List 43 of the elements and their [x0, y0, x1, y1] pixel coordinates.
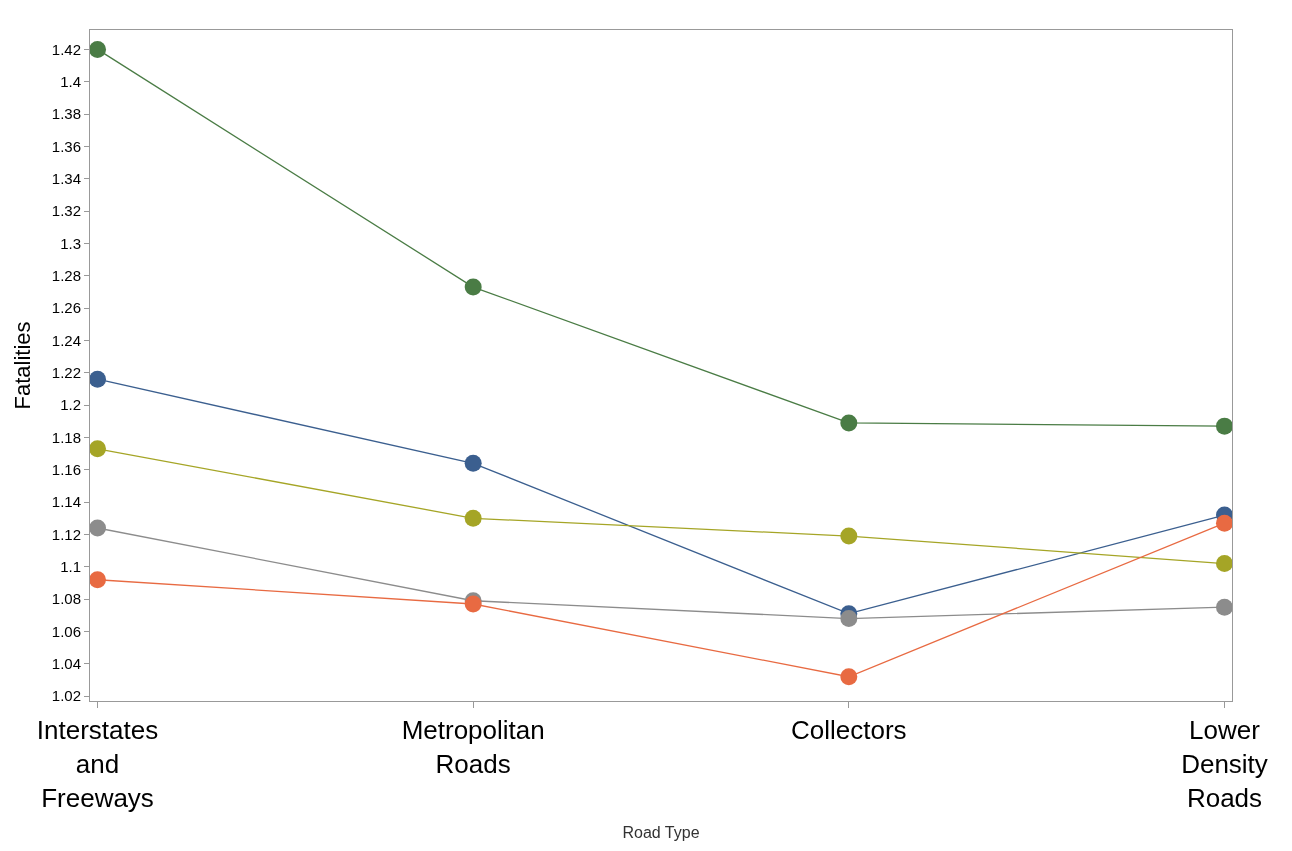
x-tick-label: Metropolitan Roads: [401, 715, 545, 779]
point: [1216, 417, 1233, 435]
y-tick-label: 1.28: [51, 267, 81, 285]
y-tick-label: 1.26: [51, 299, 81, 317]
y-tick-label: 1.18: [51, 428, 81, 446]
y-tick-label: 1.02: [51, 687, 81, 705]
y-tick-label: 1.32: [51, 202, 81, 220]
y-tick-label: 1.34: [51, 170, 81, 187]
point: [1216, 555, 1233, 573]
point: [464, 454, 482, 472]
y-tick-label: 1.06: [51, 622, 81, 640]
y-tick-label: 1.16: [51, 461, 81, 479]
x-tick-label: Lower Density Roads: [1181, 715, 1268, 813]
point: [464, 278, 482, 296]
y-tick-label: 1.42: [51, 40, 81, 58]
y-tick-label: 1.4: [60, 72, 81, 90]
y-tick-label: 1.36: [51, 137, 81, 155]
point: [464, 509, 482, 527]
y-tick-label: 1.3: [60, 234, 81, 252]
x-tick-label: Collectors: [791, 715, 907, 746]
point: [89, 370, 107, 388]
y-tick-label: 1.08: [51, 590, 81, 608]
point: [840, 610, 858, 628]
point: [840, 414, 858, 432]
point: [89, 40, 107, 58]
y-tick-label: 1.14: [51, 493, 81, 511]
x-axis-title: Road Type: [622, 824, 700, 842]
y-tick-label: 1.04: [51, 655, 81, 673]
point: [840, 527, 858, 545]
point: [89, 519, 107, 537]
point: [89, 571, 107, 589]
y-tick-label: 1.12: [51, 525, 81, 543]
y-tick-label: 1.24: [51, 331, 81, 349]
y-tick-label: 1.1: [60, 558, 81, 576]
x-tick-label: Interstates and Freeways: [36, 715, 159, 813]
point: [840, 668, 858, 686]
y-tick-label: 1.38: [51, 105, 81, 123]
point: [1216, 598, 1233, 616]
y-tick-label: 1.22: [51, 364, 81, 382]
point: [89, 440, 107, 458]
y-axis-title: Fatalities: [9, 321, 35, 410]
y-tick-label: 1.2: [60, 396, 81, 414]
point: [1216, 514, 1233, 532]
